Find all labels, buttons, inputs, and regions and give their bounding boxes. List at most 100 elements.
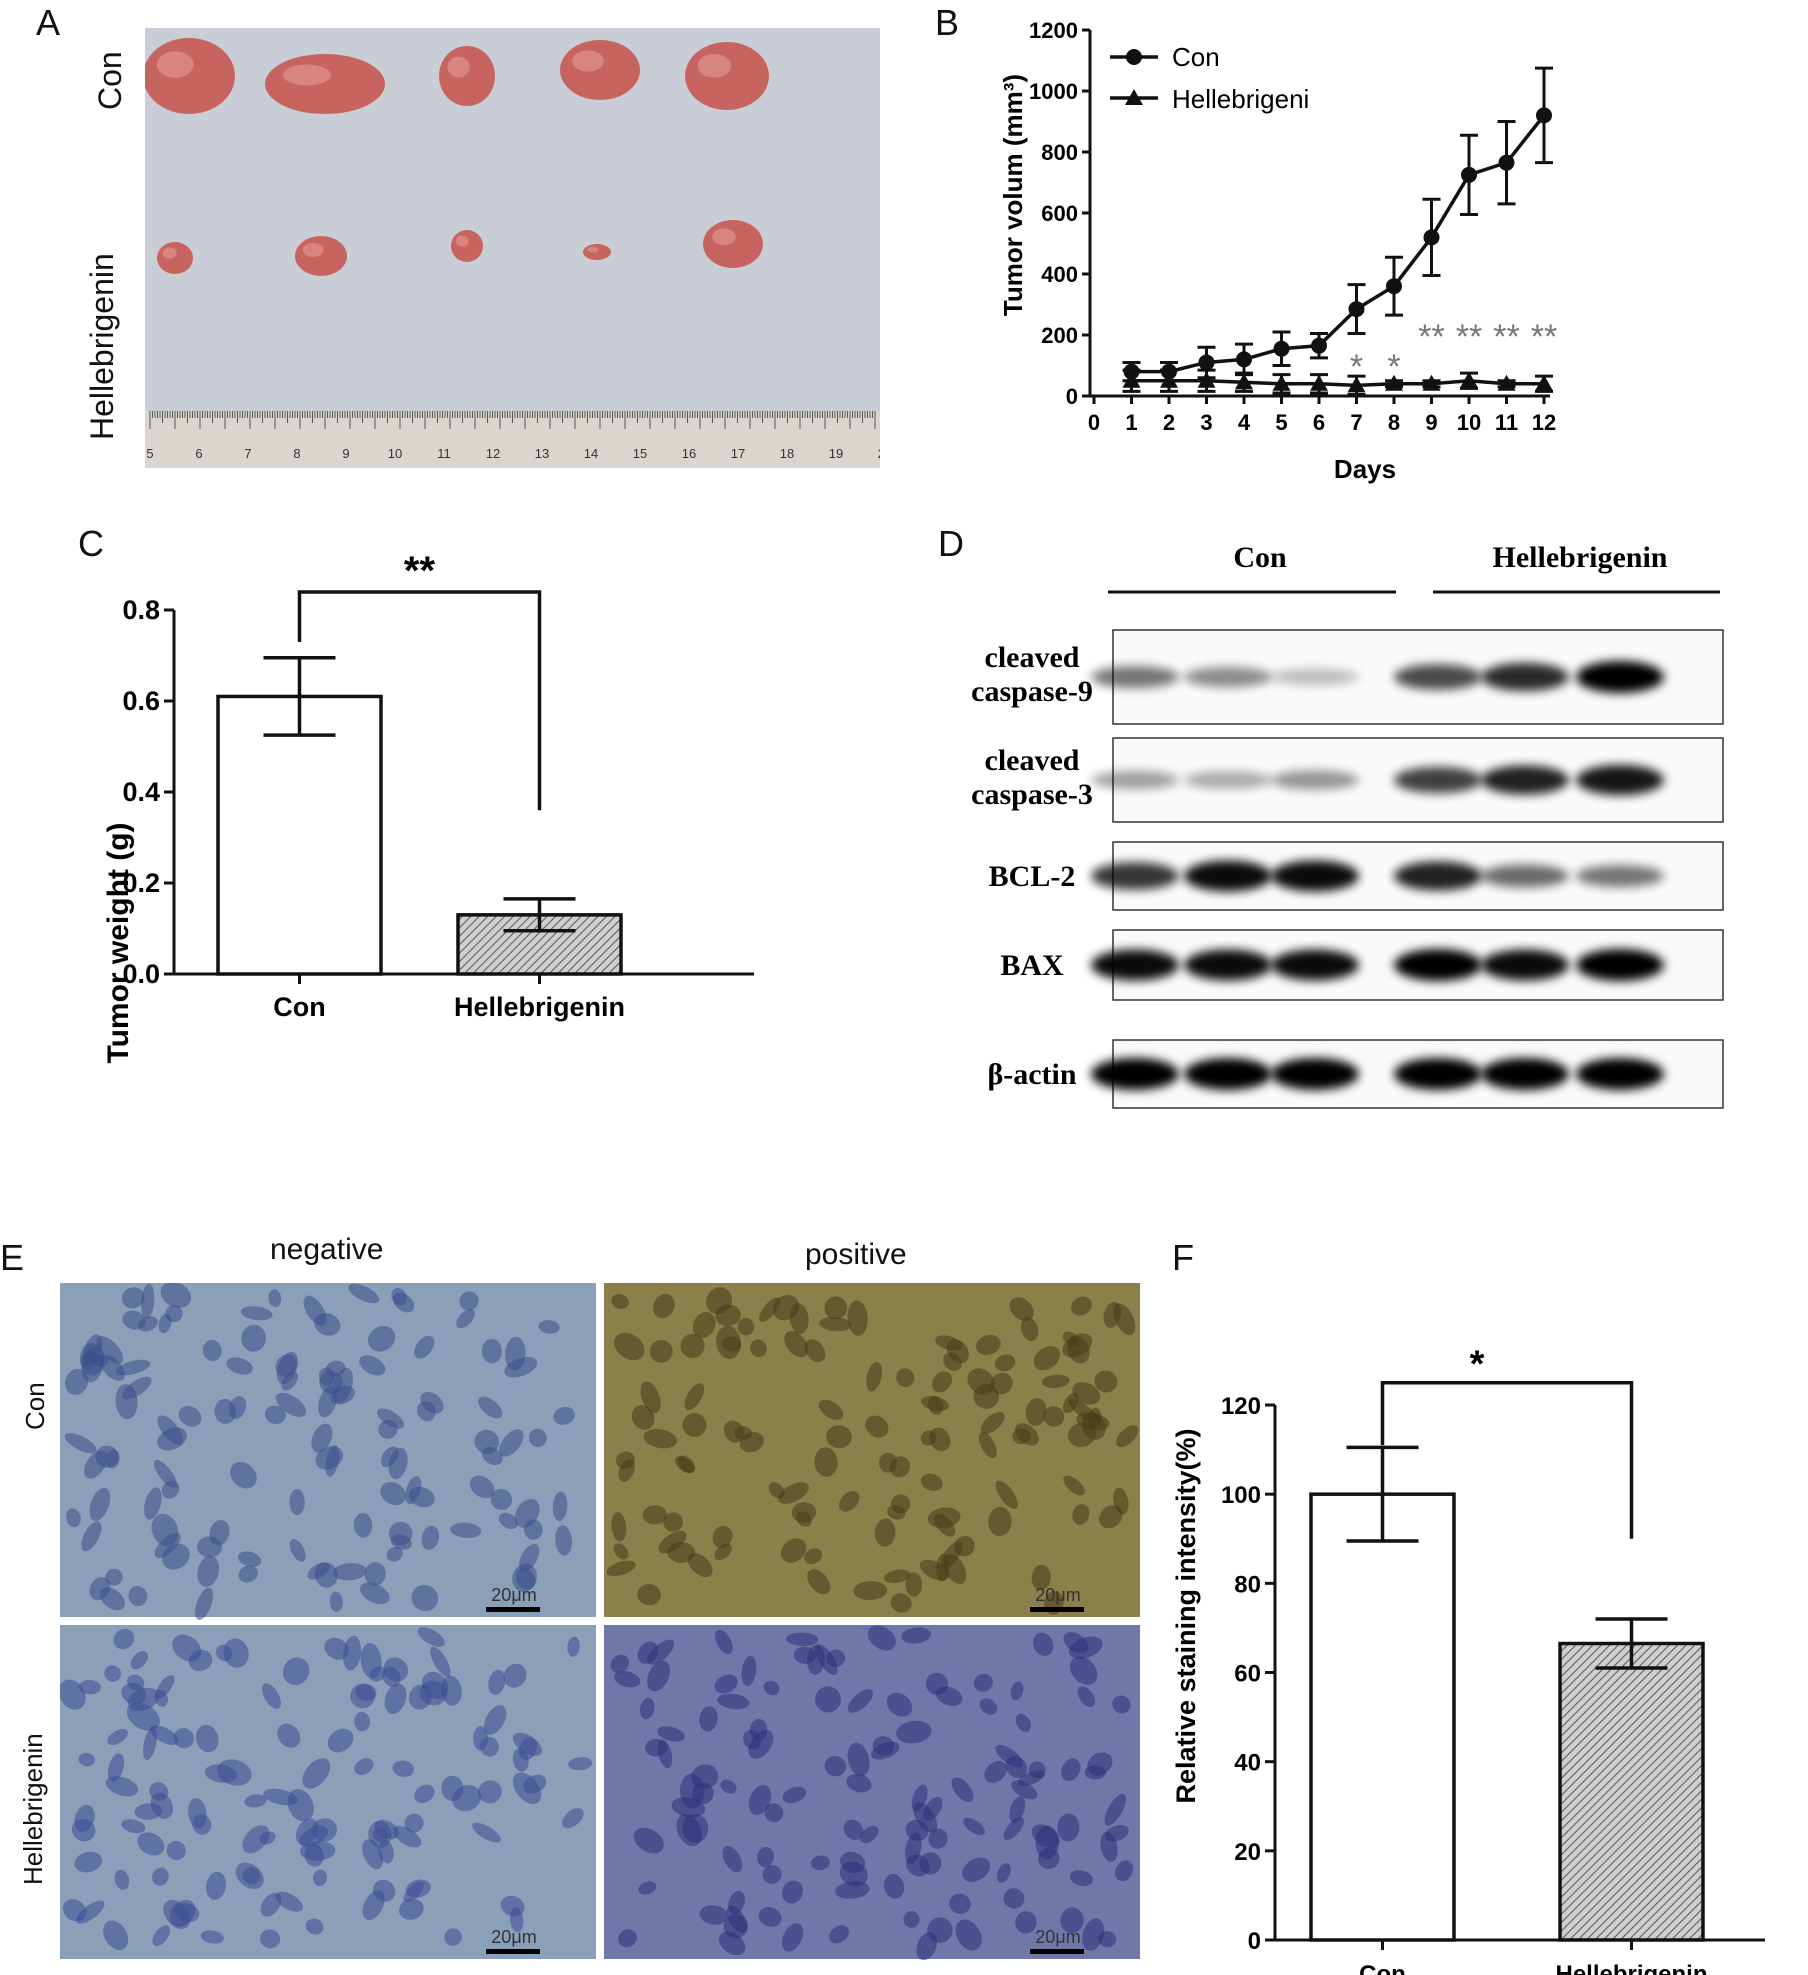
b-x-tick-label: 6: [1313, 410, 1325, 435]
b-point-con: [1273, 340, 1290, 357]
b-y-tick-label: 800: [1041, 140, 1078, 165]
ruler-label: 8: [293, 446, 300, 461]
b-point-hellebrigeni: [1272, 374, 1291, 391]
tumor-con: [560, 40, 640, 100]
b-x-tick-label: 5: [1275, 410, 1287, 435]
bar-hellebrigenin: [1558, 1641, 1705, 1942]
x-category-label: Con: [1359, 1961, 1406, 1975]
ruler-label: 13: [535, 446, 549, 461]
bar-con: [216, 694, 383, 976]
b-y-tick-label: 200: [1041, 323, 1078, 348]
scale-bar-label: 20μm: [491, 1927, 536, 1947]
b-y-tick-label: 1200: [1029, 18, 1078, 43]
b-point-con: [1311, 337, 1327, 354]
b-x-tick-label: 12: [1532, 410, 1556, 435]
y-tick-label: 0.0: [122, 959, 160, 989]
b-point-con: [1198, 354, 1215, 371]
blot-protein-label: BCL-2: [989, 860, 1076, 893]
western-blot: Con Hellebrigenin cleavedcaspase-9cleave…: [971, 541, 1724, 1109]
b-point-hellebrigeni: [1347, 376, 1366, 393]
y-tick-label: 40: [1234, 1750, 1261, 1777]
blot-protein-label: cleaved: [985, 641, 1080, 674]
scale-bar-line: [486, 1607, 540, 1612]
b-point-hellebrigeni: [1460, 371, 1478, 388]
ruler-label: 9: [342, 446, 349, 461]
blot-protein-label: cleaved: [985, 744, 1080, 777]
micrograph: [60, 1283, 596, 1621]
ruler-label: 12: [486, 446, 500, 461]
b-significance-label: *: [1350, 348, 1363, 386]
b-point-hellebrigeni: [1385, 374, 1403, 391]
ruler-label: 16: [682, 446, 696, 461]
blot-band: [1271, 949, 1359, 981]
blot-band: [1576, 661, 1664, 693]
b-legend-label-hellebrigeni: Hellebrigeni: [1172, 84, 1309, 114]
tumor-photo: 5 6 7 8 9 10 11 12 13 14 15 16 17 18 19 20: [145, 28, 880, 468]
e-row-label-con: Con: [20, 1382, 50, 1430]
b-legend-label-con: Con: [1172, 42, 1220, 72]
b-point-con: [1461, 166, 1477, 183]
error-bar: [1595, 1617, 1668, 1670]
y-tick-label: 100: [1221, 1482, 1261, 1509]
b-point-hellebrigeni: [1497, 374, 1516, 391]
ruler-label: 11: [437, 446, 451, 461]
ruler-label: 19: [829, 446, 843, 461]
e-col-positive: positive: [805, 1238, 907, 1271]
b-point-hellebrigeni: [1422, 374, 1441, 391]
blot-band: [1091, 770, 1179, 790]
f-significance-label: *: [1470, 1344, 1485, 1386]
blot-row: BCL-2: [989, 841, 1724, 911]
d-group-hellebrigenin: Hellebrigenin: [1493, 541, 1668, 574]
b-x-tick-label: 11: [1495, 410, 1518, 435]
b-point-hellebrigeni: [1535, 374, 1553, 391]
tumor-hellebrigenin: [583, 244, 611, 260]
blot-band: [1481, 949, 1569, 981]
blot-row: β-actin: [987, 1039, 1724, 1109]
e-row-label-hellebrigenin: Hellebrigenin: [18, 1733, 48, 1885]
panel-c-letter: C: [78, 523, 104, 564]
blot-protein-label: caspase-9: [971, 675, 1093, 708]
b-significance-label: **: [1456, 318, 1482, 356]
scale-bar-label: 20μm: [1035, 1585, 1080, 1605]
b-point-hellebrigeni: [1197, 371, 1216, 388]
blot-band: [1394, 664, 1482, 690]
b-series-line: [1131, 378, 1544, 388]
b-point-hellebrigeni: [1310, 374, 1328, 391]
blot-band: [1576, 1058, 1664, 1090]
blot-band: [1184, 949, 1272, 981]
b-point-hellebrigeni: [1235, 373, 1253, 390]
blot-band: [1091, 1058, 1179, 1090]
blot-band: [1184, 1058, 1272, 1090]
b-x-tick-label: 1: [1125, 410, 1137, 435]
scale-bar-label: 20μm: [1035, 1927, 1080, 1947]
error-bar: [503, 897, 576, 933]
b-point-con: [1348, 301, 1365, 318]
y-tick-label: 80: [1234, 1571, 1261, 1598]
blot-protein-label: caspase-3: [971, 778, 1093, 811]
b-y-tick-label: 600: [1041, 201, 1078, 226]
tumor-con: [265, 54, 385, 114]
ruler-label: 18: [780, 446, 794, 461]
blot-band: [1271, 668, 1359, 686]
c-y-axis-label: Tumor weight (g): [102, 822, 135, 1063]
x-category-label: Con: [273, 992, 325, 1022]
ruler-labels: 5 6 7 8 9 10 11 12 13 14 15 16 17 18 19 20: [146, 446, 880, 461]
x-category-label: Hellebrigenin: [1555, 1961, 1707, 1975]
micrograph: [60, 1625, 596, 1959]
error-bar: [263, 656, 336, 737]
b-significance-label: **: [1531, 318, 1557, 356]
blot-band: [1576, 764, 1664, 796]
blot-band: [1481, 765, 1569, 795]
b-y-axis-label: Tumor volum (mm³): [998, 74, 1028, 316]
b-x-tick-label: 3: [1200, 410, 1212, 435]
blot-band: [1576, 949, 1664, 981]
blot-band: [1271, 1058, 1359, 1090]
blot-band: [1184, 860, 1272, 892]
b-x-axis-label: Days: [1334, 454, 1396, 484]
blot-band: [1091, 949, 1179, 981]
b-point-con: [1386, 278, 1402, 295]
blot-band: [1394, 1058, 1482, 1090]
b-point-con: [1536, 107, 1552, 124]
tumor-hellebrigenin: [451, 230, 483, 262]
